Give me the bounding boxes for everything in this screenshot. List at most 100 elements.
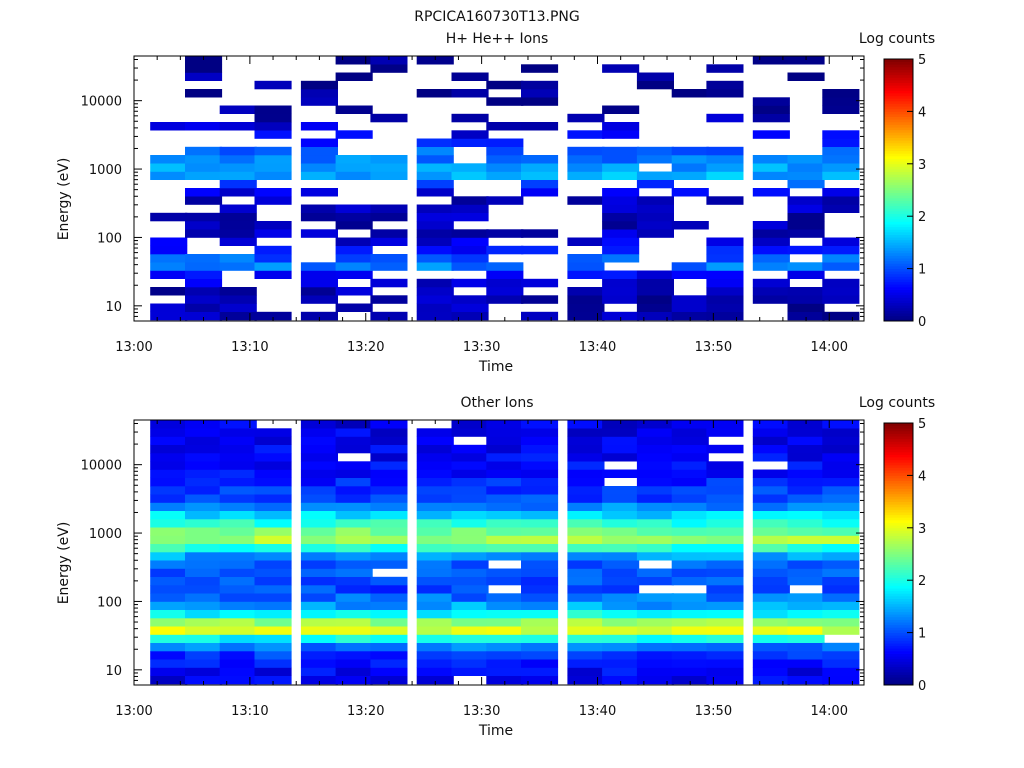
heatmap-cell xyxy=(416,609,454,619)
colorbar-segment xyxy=(884,294,913,298)
heatmap-cell xyxy=(335,444,373,454)
colorbar-segment xyxy=(884,74,913,78)
heatmap-cell xyxy=(254,601,292,610)
heatmap-cell xyxy=(416,229,454,238)
colorbar-segment xyxy=(884,588,913,592)
heatmap-cell xyxy=(567,535,605,544)
colorbar-segment xyxy=(884,72,913,76)
heatmap-cell xyxy=(822,105,860,114)
heatmap-cell xyxy=(335,502,373,511)
heatmap-cell xyxy=(451,311,489,321)
heatmap-cell xyxy=(706,461,744,470)
heatmap-cell xyxy=(451,519,489,528)
heatmap-cell xyxy=(150,444,188,454)
heatmap-cell xyxy=(370,519,408,528)
heatmap-cell xyxy=(370,585,408,594)
heatmap-cell xyxy=(521,453,559,462)
heatmap-cell xyxy=(416,138,454,147)
heatmap-cell xyxy=(370,453,408,462)
heatmap-cell xyxy=(567,146,605,156)
heatmap-cell xyxy=(370,642,408,652)
heatmap-cell xyxy=(185,262,223,271)
heatmap-cell xyxy=(567,642,605,652)
heatmap-cell xyxy=(521,155,559,164)
heatmap-cell xyxy=(752,428,790,437)
heatmap-cell xyxy=(636,311,674,321)
heatmap-cell xyxy=(706,535,744,544)
heatmap-cell xyxy=(219,122,257,131)
heatmap-cell xyxy=(521,444,559,454)
colorbar-segment xyxy=(884,134,913,138)
colorbar-segment xyxy=(884,478,913,482)
heatmap-cell xyxy=(219,593,257,602)
heatmap-cell xyxy=(752,221,790,230)
heatmap-cell xyxy=(150,626,188,635)
heatmap-cell xyxy=(521,667,559,676)
heatmap-cell xyxy=(300,436,338,445)
heatmap-cell xyxy=(602,609,640,619)
colorbar-segment xyxy=(884,192,913,196)
heatmap-cell xyxy=(254,618,292,627)
heatmap-cell xyxy=(370,163,408,172)
heatmap-cell xyxy=(636,568,674,577)
y-axis: 10 100 1000 10000 xyxy=(81,422,864,686)
heatmap-cell xyxy=(416,585,454,594)
heatmap-cell xyxy=(185,428,223,437)
heatmap-cell xyxy=(486,270,524,279)
heatmap-cell xyxy=(671,428,709,437)
heatmap-cell xyxy=(416,560,454,569)
colorbar-segment xyxy=(884,210,913,214)
heatmap-cell xyxy=(752,469,790,478)
colorbar-segment xyxy=(884,519,913,523)
heatmap-cell xyxy=(335,618,373,627)
heatmap-cell xyxy=(254,552,292,561)
heatmap-cell xyxy=(219,510,257,520)
heatmap-cell xyxy=(370,552,408,561)
heatmap-cell xyxy=(370,634,408,643)
heatmap-cell xyxy=(150,262,188,271)
heatmap-cell xyxy=(335,155,373,164)
heatmap-cell xyxy=(451,609,489,619)
heatmap-cell xyxy=(636,80,674,90)
heatmap-cell xyxy=(300,428,338,437)
heatmap-cell xyxy=(300,80,338,90)
heatmap-cell xyxy=(416,519,454,528)
heatmap-cell xyxy=(150,609,188,619)
heatmap-cell xyxy=(219,486,257,495)
panel-other-ions: Other Ions Log counts 13:00 13:10 13:20 13:… xyxy=(56,395,935,739)
figure-title: RPCICA160730T13.PNG xyxy=(414,9,579,25)
colorbar-segment xyxy=(884,457,913,461)
heatmap-cell xyxy=(706,667,744,676)
heatmap-cell xyxy=(787,270,825,279)
colorbar-segment xyxy=(884,533,913,537)
heatmap-cell xyxy=(787,510,825,520)
heatmap-cell xyxy=(567,510,605,520)
colorbar-segment xyxy=(884,208,913,212)
heatmap-cell xyxy=(706,303,744,312)
heatmap-cell xyxy=(822,89,860,98)
colorbar-segment xyxy=(884,475,913,479)
heatmap-cell xyxy=(219,659,257,668)
heatmap-cell xyxy=(706,510,744,520)
panel-title: Other Ions xyxy=(460,395,533,411)
heatmap-cell xyxy=(219,560,257,569)
colorbar-frame xyxy=(883,422,914,686)
heatmap-cell xyxy=(521,675,559,685)
colorbar-segment xyxy=(884,64,913,68)
heatmap-cell xyxy=(787,659,825,668)
heatmap-cell xyxy=(416,155,454,164)
colorbar-segment xyxy=(884,216,913,220)
heatmap-cell xyxy=(602,163,640,172)
heatmap-cell xyxy=(752,510,790,520)
colorbar-segment xyxy=(884,590,913,594)
heatmap-cell xyxy=(451,453,489,462)
heatmap-cell xyxy=(752,593,790,602)
heatmap-cell xyxy=(254,270,292,279)
heatmap-cell xyxy=(219,543,257,553)
heatmap-cell xyxy=(486,568,524,577)
heatmap-cell xyxy=(671,171,709,180)
colorbar-segment xyxy=(884,488,913,492)
heatmap-cell xyxy=(416,204,454,213)
heatmap-cell xyxy=(185,295,223,304)
colorbar-segment xyxy=(884,137,913,141)
